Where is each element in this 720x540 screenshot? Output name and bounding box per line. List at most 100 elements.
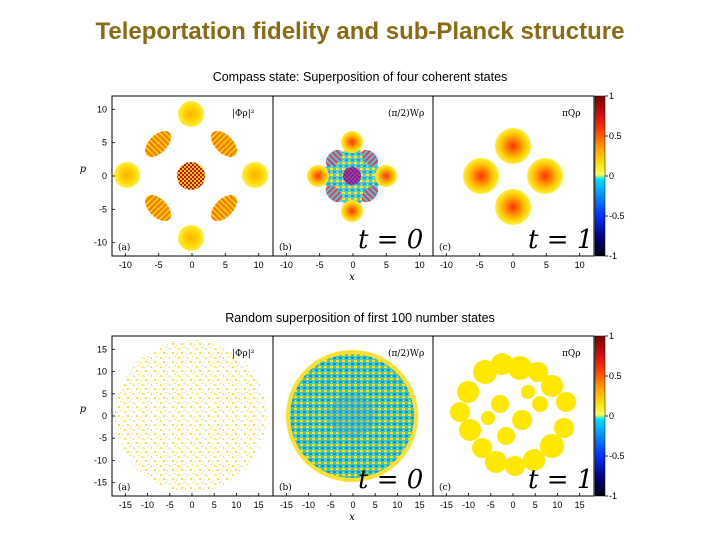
compass-panels: |Φρ|² (π/2)Wρ πQρ (a) (b) (c) t = 0 t = … bbox=[111, 95, 595, 257]
random-xtick-label: -10 bbox=[462, 500, 475, 510]
random-xtick-label: -10 bbox=[302, 500, 315, 510]
compass-panel-a bbox=[114, 101, 268, 251]
compass-time-label-c: t = 1 bbox=[528, 225, 593, 255]
colorbar-tick-label: -1 bbox=[609, 251, 617, 261]
random-ytick-label: 10 bbox=[97, 367, 107, 377]
random-xtick-label: 10 bbox=[552, 500, 562, 510]
random-husimi-cluster bbox=[450, 353, 576, 476]
random-xtick-label: -5 bbox=[327, 500, 335, 510]
random-ytick-label: 5 bbox=[102, 389, 107, 399]
caption-random-superposition: Random superposition of first 100 number… bbox=[225, 311, 495, 325]
random-xtick-label: 15 bbox=[575, 500, 585, 510]
interference-fringe-ne bbox=[211, 131, 237, 157]
colorbar-tick-label: 0.5 bbox=[609, 371, 622, 381]
random-ytick-label: 15 bbox=[97, 344, 107, 354]
random-letter-b: (b) bbox=[279, 482, 292, 493]
wigner-blob-left bbox=[307, 165, 329, 187]
random-xtick-label: 0 bbox=[510, 500, 515, 510]
random-xtick-label: 15 bbox=[254, 500, 264, 510]
wigner-disk-texture bbox=[290, 354, 414, 478]
colorbar-tick-label: 1 bbox=[609, 91, 614, 101]
coherent-blob-bottom bbox=[178, 225, 204, 251]
random-xtick-label: 0 bbox=[189, 500, 194, 510]
wigner-blob-bottom bbox=[341, 200, 363, 222]
compass-xtick-label: 10 bbox=[254, 260, 264, 270]
compass-panel-b bbox=[307, 131, 397, 222]
random-xtick-label: -5 bbox=[166, 500, 174, 510]
random-xtick-label: 0 bbox=[350, 500, 355, 510]
random-ytick-label: -10 bbox=[94, 455, 107, 465]
random-xtick-label: 5 bbox=[212, 500, 217, 510]
compass-xtick-label: -10 bbox=[280, 260, 293, 270]
husimi-blob-top bbox=[495, 128, 531, 164]
wigner-blob-right bbox=[375, 165, 397, 187]
compass-xtick-label: -5 bbox=[155, 260, 163, 270]
random-xtick-label: 10 bbox=[231, 500, 241, 510]
compass-letter-c: (c) bbox=[439, 242, 451, 253]
random-quantity-c: πQρ bbox=[562, 349, 581, 359]
compass-axes: -10 -5 0 5 10 -10 -5 0 5 10 -10 -5 0 5 10 x 10 5 0 -5 -10 p bbox=[80, 104, 585, 283]
interference-fringe-se bbox=[211, 195, 237, 221]
compass-xtick-label: 5 bbox=[544, 260, 549, 270]
random-ytick-label: -5 bbox=[99, 433, 107, 443]
random-quantity-a: |Φρ|² bbox=[232, 349, 255, 359]
random-xtick-label: 5 bbox=[373, 500, 378, 510]
compass-xtick-label: 5 bbox=[223, 260, 228, 270]
random-time-label-b: t = 0 bbox=[358, 465, 423, 495]
compass-xtick-label: 10 bbox=[415, 260, 425, 270]
colorbar-tick-label: 0.5 bbox=[609, 131, 622, 141]
compass-xtick-label: 0 bbox=[350, 260, 355, 270]
interference-fringe-nw bbox=[145, 131, 171, 157]
colorbar-tick-label: -0.5 bbox=[609, 211, 625, 221]
slide-title: Teleportation fidelity and sub-Planck st… bbox=[95, 18, 625, 45]
wigner-fringe-nw bbox=[325, 149, 343, 167]
random-xtick-label: -15 bbox=[280, 500, 293, 510]
random-ytick-label: -15 bbox=[94, 478, 107, 488]
colorbar-tick-label: 1 bbox=[609, 331, 614, 341]
random-xtick-label: 10 bbox=[392, 500, 402, 510]
compass-quantity-c: πQρ bbox=[562, 109, 581, 119]
compass-ylabel: p bbox=[80, 164, 87, 175]
compass-xtick-label: 0 bbox=[189, 260, 194, 270]
compass-xtick-label: -10 bbox=[119, 260, 132, 270]
random-xtick-label: 15 bbox=[415, 500, 425, 510]
sub-planck-checkerboard bbox=[177, 162, 205, 190]
compass-ytick-label: -10 bbox=[94, 238, 107, 248]
compass-xtick-label: 10 bbox=[575, 260, 585, 270]
random-wigner-disk bbox=[286, 350, 418, 482]
compass-ytick-label: 5 bbox=[102, 138, 107, 148]
wigner-disk-core bbox=[330, 394, 374, 438]
colorbar-tick-label: -0.5 bbox=[609, 451, 625, 461]
compass-xtick-label: -10 bbox=[440, 260, 453, 270]
compass-xlabel: x bbox=[349, 272, 355, 283]
random-xtick-label: -5 bbox=[487, 500, 495, 510]
coherent-blob-left bbox=[114, 162, 140, 188]
compass-xtick-label: -5 bbox=[316, 260, 324, 270]
husimi-blob-bottom bbox=[495, 189, 531, 225]
random-xtick-label: -15 bbox=[119, 500, 132, 510]
random-xtick-label: -15 bbox=[440, 500, 453, 510]
random-time-label-c: t = 1 bbox=[528, 465, 593, 495]
compass-letter-a: (a) bbox=[118, 242, 130, 253]
compass-xtick-label: -5 bbox=[476, 260, 484, 270]
wigner-fringe-se bbox=[361, 185, 379, 203]
colorbar-tick-label: 0 bbox=[609, 171, 614, 181]
compass-quantity-b: (π/2)Wρ bbox=[388, 108, 424, 119]
random-quantity-b: (π/2)Wρ bbox=[388, 348, 424, 359]
compass-ytick-label: -5 bbox=[99, 204, 107, 214]
colorbar-ticks: 1 0.5 0 -0.5 -1 1 0.5 0 -0.5 -1 bbox=[605, 91, 625, 501]
husimi-blob-left bbox=[463, 158, 499, 194]
wigner-fringe-ne bbox=[361, 149, 379, 167]
random-speckle-cloud bbox=[115, 340, 267, 492]
caption-compass-state: Compass state: Superposition of four coh… bbox=[212, 70, 508, 84]
compass-ytick-label: 0 bbox=[102, 171, 107, 181]
colorbar-tick-label: -1 bbox=[609, 491, 617, 501]
husimi-blob-right bbox=[527, 158, 563, 194]
compass-time-label-b: t = 0 bbox=[358, 225, 423, 255]
random-xtick-label: -10 bbox=[141, 500, 154, 510]
wigner-fringe-sw bbox=[325, 185, 343, 203]
random-xlabel: x bbox=[349, 512, 355, 523]
random-ylabel: p bbox=[80, 404, 87, 415]
random-letter-a: (a) bbox=[118, 482, 130, 493]
